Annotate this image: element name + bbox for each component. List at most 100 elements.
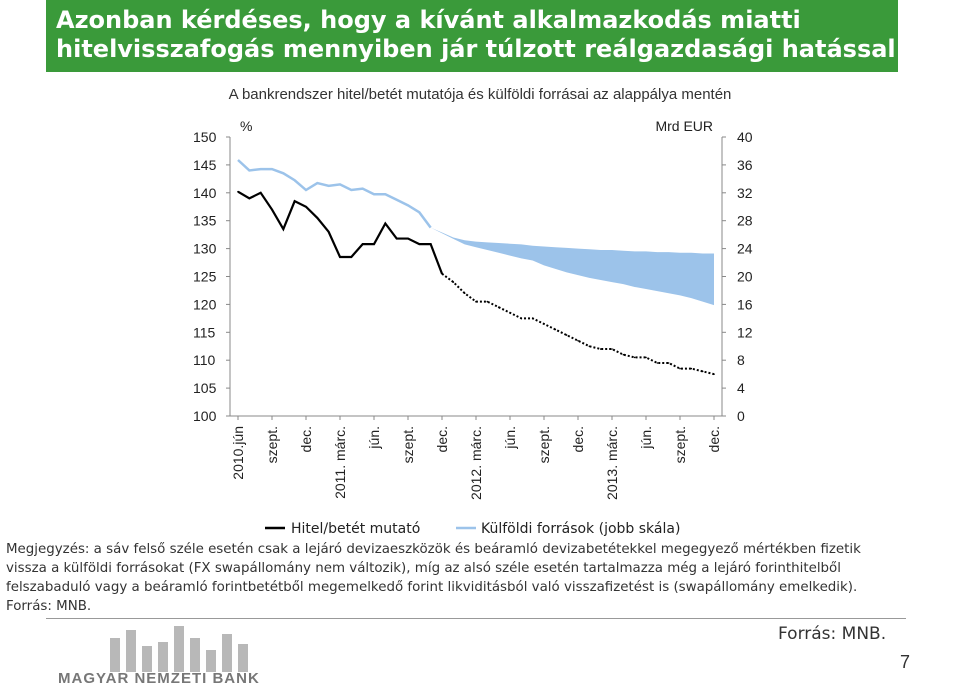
chart-title: A bankrendszer hitel/betét mutatója és k… [228,86,732,103]
loan-deposit-point [599,348,602,350]
loan-deposit-point [305,205,307,208]
x-tick-label: 2012. márc. [468,426,484,500]
loan-deposit-point [509,311,511,314]
x-tick-label: dec. [570,426,586,452]
loan-deposit-point [339,256,341,258]
mnb-logo: MAGYAR NEMZETI BANK [52,620,267,691]
loan-deposit-line [237,190,444,275]
loan-deposit-point [543,323,545,325]
x-tick-label: jún. [366,426,382,450]
y-tick-label-right: 32 [737,185,753,201]
x-tick-label: 2011. márc. [332,426,348,499]
y-tick-label-left: 145 [193,157,217,173]
y-tick-label-right: 8 [737,352,745,368]
y-tick-label-left: 100 [193,408,217,424]
loan-deposit-point [656,362,659,364]
x-tick-label: dec. [298,426,314,452]
y-tick-label-left: 120 [193,296,217,312]
footnote: Megjegyzés: a sáv felső széle esetén csa… [6,540,958,616]
loan-deposit-point [282,228,285,230]
y-tick-label-right: 0 [737,408,745,424]
loan-deposit-point [679,367,681,370]
y-tick-label-left: 135 [193,213,217,229]
loan-deposit-point [316,217,319,219]
foreign-funds-line [237,159,432,229]
x-tick-label: 2010.jún [230,426,246,480]
loan-deposit-point [565,334,568,336]
x-tick-label: dec. [706,426,722,452]
loan-deposit-point [271,208,273,211]
x-tick-label: szept. [672,426,688,463]
loan-deposit-point [463,292,466,295]
loan-deposit-point [441,272,443,275]
loan-deposit-point [475,300,477,303]
loan-deposit-point [237,190,239,193]
loan-deposit-point [407,237,409,240]
loan-deposit-point [554,328,557,331]
loan-deposit-point [361,243,364,245]
footnote-line: felszabaduló vagy a beáramló forintbetét… [6,580,858,595]
page-number: 7 [900,652,911,672]
footnote-line: vissza a külföldi forrásokat (FX swapáll… [6,561,841,576]
loan-deposit-point [713,373,715,375]
loan-deposit-point [645,356,647,359]
loan-deposit-point [259,192,262,194]
loan-deposit-point [701,370,704,373]
y-tick-label-left: 130 [193,241,217,257]
loan-deposit-point [520,317,523,320]
y-tick-label-right: 28 [737,213,753,229]
legend-label-foreign-funds: Külföldi források (jobb skála) [481,521,680,537]
y-tick-label-right: 20 [737,269,753,285]
y-tick-label-left: 150 [193,129,217,145]
loan-deposit-point [486,300,489,303]
y-tick-label-left: 110 [193,352,216,368]
loan-deposit-point [373,243,375,245]
footnote-line: Megjegyzés: a sáv felső széle esetén csa… [6,542,861,557]
x-tick-label: jún. [638,426,654,450]
loan-deposit-point [418,243,421,245]
loan-deposit-point [531,317,534,320]
logo-bars-icon [110,626,250,672]
y-tick-label-right: 36 [737,157,753,173]
title-bar: Azonban kérdéses, hogy a kívánt alkalmaz… [46,0,898,72]
loan-deposit-point [395,237,398,240]
y-tick-label-left: 115 [193,324,216,340]
foreign-funds-band [430,227,714,306]
divider [46,618,906,619]
y-axis-label-left: % [240,118,252,134]
y-tick-label-right: 12 [737,324,753,340]
y-tick-label-right: 4 [737,380,745,396]
loan-deposit-point [633,356,636,359]
logo-text: MAGYAR NEMZETI BANK [58,670,260,687]
y-tick-label-left: 125 [193,269,217,285]
legend-label-loan-deposit: Hitel/betét mutató [291,521,420,537]
y-tick-label-right: 24 [737,241,753,257]
loan-deposit-point [429,243,432,245]
x-tick-label: szept. [536,426,552,463]
loan-deposit-point [452,281,455,283]
x-tick-label: jún. [502,426,518,450]
x-tick-label: szept. [400,426,416,463]
loan-deposit-point [384,222,387,225]
x-tick-label: dec. [434,426,450,452]
x-tick-label: szept. [264,426,280,463]
loan-deposit-point [611,348,613,350]
loan-deposit-point [327,231,330,233]
loan-deposit-point [622,353,625,356]
loan-deposit-point [667,362,670,364]
loan-deposit-point [248,197,251,200]
x-tick-label: 2013. márc. [604,426,620,500]
line-chart: 1501451401351301251201151101051004036322… [193,118,753,537]
y-tick-label-right: 16 [737,296,753,312]
loan-deposit-point [588,345,591,348]
loan-deposit-point [293,200,296,202]
slide-title: Azonban kérdéses, hogy a kívánt alkalmaz… [56,6,896,63]
loan-deposit-point [497,306,500,308]
footnote-source: Forrás: MNB. [6,599,92,614]
y-tick-label-right: 40 [737,129,753,145]
y-tick-label-left: 140 [193,185,217,201]
y-axis-label-right: Mrd EUR [655,118,713,134]
y-tick-label-left: 105 [193,380,217,396]
loan-deposit-point [577,339,579,342]
footer-source: Forrás: MNB. [778,624,887,644]
